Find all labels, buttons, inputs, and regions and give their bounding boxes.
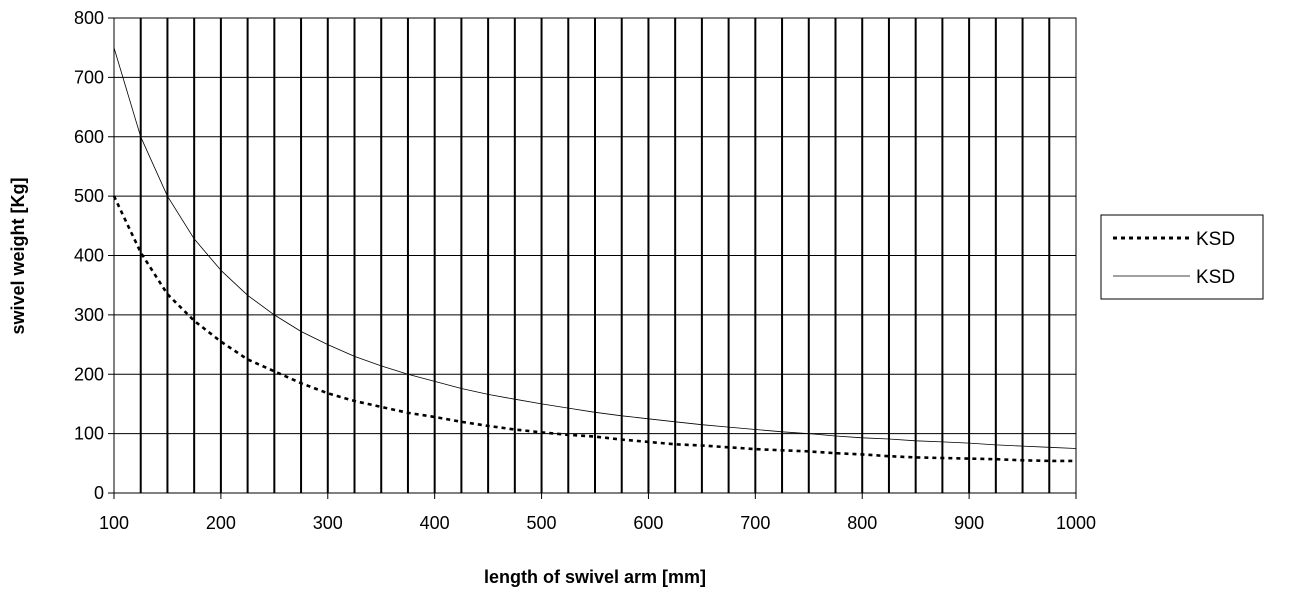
x-axis-title: length of swivel arm [mm] [484,567,706,587]
legend: KSD KSD [1100,214,1264,300]
x-tick-label: 400 [420,513,450,533]
y-tick-label: 300 [74,305,104,325]
legend-box [1100,214,1264,300]
series-lines [112,47,1077,463]
y-tick-label: 200 [74,364,104,384]
y-tick-label: 700 [74,67,104,87]
y-tick-label: 800 [74,8,104,28]
legend-label-series-2: KSD [1196,267,1235,288]
x-tick-label: 300 [313,513,343,533]
y-tick-label: 500 [74,186,104,206]
x-tick-label: 100 [99,513,129,533]
y-tick-label: 0 [94,483,104,503]
x-tick-label: 600 [633,513,663,533]
legend-label-series-1: KSD [1196,229,1235,250]
x-tick-label: 800 [847,513,877,533]
series-line-2 [113,47,1077,449]
y-axis-title: swivel weight [Kg] [8,177,28,334]
axes: 0 100 200 300 400 500 600 700 800 100 200 300 400 500… [74,8,1096,533]
x-tick-label: 1000 [1056,513,1096,533]
grid [114,17,1076,494]
y-tick-label: 400 [74,246,104,266]
x-tick-label: 900 [954,513,984,533]
x-tick-label: 500 [527,513,557,533]
y-tick-label: 600 [74,127,104,147]
y-tick-label: 100 [74,424,104,444]
x-tick-label: 200 [206,513,236,533]
x-tick-label: 700 [740,513,770,533]
